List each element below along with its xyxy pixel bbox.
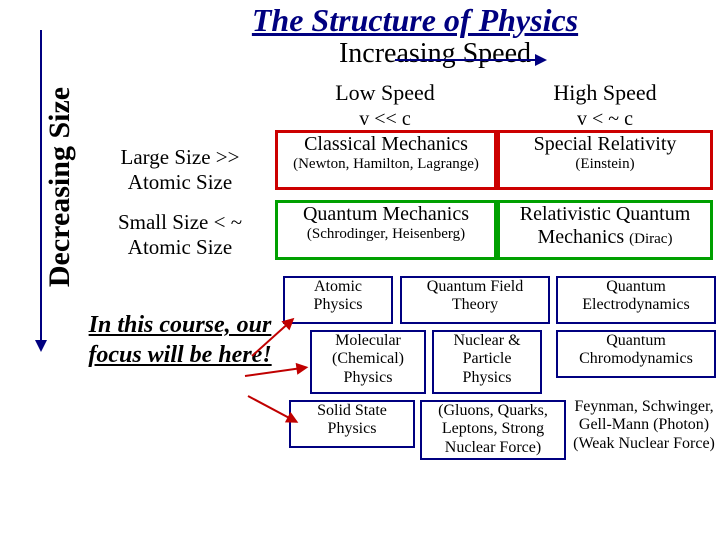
page-title: The Structure of Physics bbox=[120, 2, 710, 39]
cell-classical: Classical Mechanics(Newton, Hamilton, La… bbox=[275, 130, 497, 190]
cell-special: Special Relativity(Einstein) bbox=[497, 130, 713, 190]
box-mol: Molecular(Chemical)Physics bbox=[310, 330, 426, 394]
subtitle: Increasing Speed bbox=[160, 38, 710, 70]
box-qft: Quantum FieldTheory bbox=[400, 276, 550, 324]
box-feynman: Feynman, Schwinger,Gell-Mann (Photon)(We… bbox=[570, 398, 718, 460]
row-large: Large Size >> Atomic Size bbox=[90, 145, 270, 195]
cell-qm: Quantum Mechanics(Schrodinger, Heisenber… bbox=[275, 200, 497, 260]
col-low-label: Low Speed bbox=[280, 80, 490, 106]
row-large-2: Atomic Size bbox=[128, 170, 232, 194]
row-small-1: Small Size < ~ bbox=[118, 210, 242, 234]
y-axis-label: Decreasing Size bbox=[43, 37, 77, 337]
col-high-label: High Speed bbox=[500, 80, 710, 106]
size-arrow bbox=[40, 30, 42, 350]
cell-rqm: Relativistic QuantumMechanics (Dirac) bbox=[497, 200, 713, 260]
row-small: Small Size < ~ Atomic Size bbox=[90, 210, 270, 260]
col-low-cond: v << c bbox=[280, 108, 490, 131]
focus-text: In this course, our focus will be here! bbox=[80, 310, 280, 370]
col-high-cond: v < ~ c bbox=[500, 108, 710, 131]
row-small-2: Atomic Size bbox=[128, 235, 232, 259]
row-large-1: Large Size >> bbox=[121, 145, 240, 169]
box-qcd: QuantumChromodynamics bbox=[556, 330, 716, 378]
box-gluons: (Gluons, Quarks,Leptons, StrongNuclear F… bbox=[420, 400, 566, 460]
box-atomic: AtomicPhysics bbox=[283, 276, 393, 324]
box-qed: QuantumElectrodynamics bbox=[556, 276, 716, 324]
speed-arrow bbox=[395, 59, 545, 61]
box-solid: Solid StatePhysics bbox=[289, 400, 415, 448]
box-nuclear: Nuclear &ParticlePhysics bbox=[432, 330, 542, 394]
